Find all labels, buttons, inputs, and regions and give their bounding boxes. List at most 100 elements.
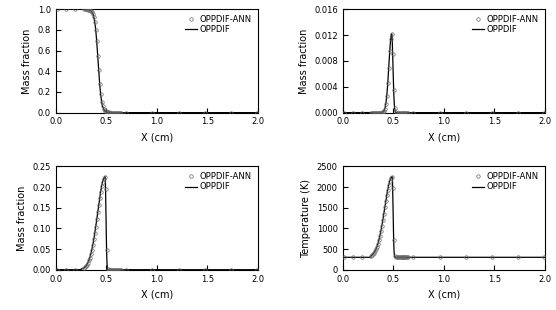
OPPDIF-ANN — [85, 8, 91, 11]
Line: OPPDIF-ANN: OPPDIF-ANN — [342, 175, 545, 259]
OPPDIF — [389, 175, 395, 179]
OPPDIF-ANN — [91, 232, 98, 235]
OPPDIF — [339, 111, 346, 114]
OPPDIF — [255, 111, 261, 114]
X-axis label: X (cm): X (cm) — [428, 132, 460, 142]
OPPDIF-ANN — [254, 268, 260, 272]
OPPDIF-ANN — [390, 88, 397, 92]
OPPDIF-ANN — [111, 111, 118, 114]
OPPDIF — [145, 268, 152, 272]
OPPDIF-ANN — [400, 255, 407, 259]
OPPDIF-ANN — [398, 111, 405, 114]
OPPDIF-ANN — [87, 256, 93, 259]
OPPDIF-ANN — [388, 37, 394, 41]
OPPDIF-ANN — [110, 268, 117, 272]
OPPDIF-ANN — [375, 238, 382, 242]
OPPDIF-ANN — [106, 111, 113, 114]
OPPDIF-ANN — [359, 111, 365, 114]
OPPDIF-ANN — [383, 102, 389, 106]
OPPDIF — [255, 268, 261, 272]
OPPDIF-ANN — [227, 268, 234, 272]
OPPDIF-ANN — [95, 54, 101, 57]
OPPDIF-ANN — [114, 111, 121, 114]
OPPDIF-ANN — [62, 268, 69, 272]
OPPDIF — [151, 111, 157, 114]
OPPDIF-ANN — [90, 12, 96, 16]
OPPDIF-ANN — [410, 255, 417, 259]
OPPDIF-ANN — [105, 268, 112, 272]
OPPDIF-ANN — [85, 261, 91, 265]
OPPDIF-ANN — [227, 111, 234, 114]
OPPDIF-ANN — [111, 268, 118, 272]
OPPDIF-ANN — [87, 9, 94, 12]
OPPDIF-ANN — [95, 203, 102, 207]
OPPDIF-ANN — [92, 225, 99, 228]
X-axis label: X (cm): X (cm) — [141, 132, 173, 142]
OPPDIF — [536, 255, 543, 259]
OPPDIF-ANN — [370, 252, 376, 256]
OPPDIF-ANN — [116, 268, 123, 272]
OPPDIF-ANN — [113, 268, 120, 272]
OPPDIF-ANN — [123, 268, 130, 272]
OPPDIF-ANN — [376, 234, 383, 238]
OPPDIF-ANN — [82, 7, 88, 11]
OPPDIF-ANN — [374, 245, 380, 249]
OPPDIF-ANN — [107, 268, 114, 272]
OPPDIF-ANN — [106, 268, 113, 272]
OPPDIF-ANN — [109, 111, 116, 114]
OPPDIF — [499, 255, 505, 259]
OPPDIF-ANN — [385, 183, 392, 187]
OPPDIF — [52, 268, 59, 272]
OPPDIF — [102, 175, 108, 179]
OPPDIF-ANN — [404, 255, 411, 259]
OPPDIF-ANN — [359, 255, 365, 259]
OPPDIF — [350, 255, 356, 259]
OPPDIF — [52, 7, 59, 11]
OPPDIF-ANN — [391, 255, 398, 258]
OPPDIF-ANN — [101, 109, 108, 113]
OPPDIF-ANN — [403, 111, 410, 114]
OPPDIF-ANN — [87, 8, 93, 12]
OPPDIF-ANN — [388, 32, 395, 36]
OPPDIF-ANN — [82, 7, 89, 11]
OPPDIF-ANN — [254, 111, 260, 114]
OPPDIF-ANN — [117, 111, 123, 114]
OPPDIF-ANN — [81, 7, 87, 11]
OPPDIF-ANN — [393, 255, 400, 259]
OPPDIF-ANN — [540, 111, 547, 114]
OPPDIF-ANN — [149, 111, 156, 114]
OPPDIF-ANN — [371, 111, 378, 114]
OPPDIF-ANN — [90, 243, 96, 247]
OPPDIF — [211, 111, 218, 114]
Y-axis label: Mass fraction: Mass fraction — [17, 185, 27, 251]
OPPDIF — [151, 268, 157, 272]
OPPDIF — [433, 111, 439, 114]
OPPDIF — [145, 111, 152, 114]
OPPDIF-ANN — [92, 28, 99, 32]
OPPDIF-ANN — [123, 111, 130, 114]
Line: OPPDIF: OPPDIF — [342, 177, 545, 257]
OPPDIF-ANN — [390, 238, 397, 242]
OPPDIF-ANN — [402, 111, 409, 114]
OPPDIF-ANN — [401, 111, 408, 114]
OPPDIF-ANN — [378, 111, 384, 114]
OPPDIF-ANN — [381, 206, 388, 209]
OPPDIF-ANN — [62, 7, 69, 11]
OPPDIF-ANN — [380, 109, 387, 113]
OPPDIF — [536, 111, 543, 114]
OPPDIF-ANN — [384, 82, 391, 85]
OPPDIF-ANN — [53, 7, 60, 11]
OPPDIF-ANN — [114, 268, 121, 272]
OPPDIF-ANN — [87, 252, 94, 256]
OPPDIF-ANN — [175, 111, 182, 114]
OPPDIF-ANN — [488, 111, 495, 114]
OPPDIF-ANN — [108, 268, 115, 272]
OPPDIF-ANN — [402, 255, 409, 259]
OPPDIF-ANN — [386, 50, 393, 53]
OPPDIF-ANN — [104, 110, 111, 114]
OPPDIF-ANN — [95, 69, 102, 72]
OPPDIF-ANN — [72, 7, 78, 11]
OPPDIF-ANN — [388, 176, 394, 180]
OPPDIF-ANN — [86, 259, 92, 262]
OPPDIF-ANN — [100, 104, 106, 108]
